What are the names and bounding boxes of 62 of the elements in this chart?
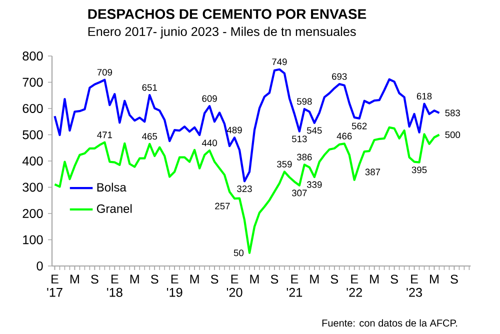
annotation: 359	[277, 160, 292, 168]
x-tick-label: M	[70, 274, 79, 284]
x-tick-label: E '19	[166, 274, 182, 297]
source-note: Fuente: con datos de la AFCP.	[322, 319, 458, 327]
annotation: 339	[306, 181, 322, 188]
x-tick-label: M	[310, 274, 319, 284]
annotation: 387	[365, 168, 380, 176]
annotation: 709	[97, 69, 112, 76]
legend-label: Granel	[97, 204, 132, 213]
x-tick-label: E '20	[226, 274, 242, 297]
annotation: 466	[336, 132, 352, 140]
x-tick-label: M	[130, 274, 139, 284]
chart-subtitle: Enero 2017- junio 2023 - Miles de tn mensuales	[88, 26, 356, 39]
x-tick-label: M	[250, 274, 259, 284]
x-tick-label: S	[91, 274, 98, 284]
annotation: 609	[202, 95, 217, 102]
x-tick-label: E '22	[346, 274, 362, 297]
y-tick-label: 600	[22, 104, 43, 113]
x-tick-label: M	[190, 274, 199, 284]
x-tick-label: M	[370, 274, 379, 284]
annotation: 395	[412, 166, 427, 174]
x-tick-label: S	[270, 274, 278, 284]
x-tick-label: E '17	[47, 274, 62, 297]
annotation: 598	[297, 98, 312, 105]
annotation: 471	[97, 132, 112, 138]
y-tick-label: 200	[22, 209, 43, 218]
annotation: 562	[352, 122, 367, 130]
annotation: 651	[142, 84, 157, 91]
annotation: 500	[445, 131, 460, 138]
x-tick-label: S	[330, 274, 338, 284]
x-tick-label: S	[390, 274, 398, 284]
annotation: 618	[416, 92, 432, 100]
x-tick-label: S	[150, 274, 158, 284]
x-tick-label: S	[450, 274, 458, 284]
y-tick-label: 0	[36, 262, 43, 270]
x-tick-label: E '23	[406, 274, 422, 297]
y-tick-label: 800	[22, 52, 43, 60]
y-tick-label: 100	[23, 235, 43, 244]
annotation: 465	[142, 133, 158, 140]
annotation: 50	[234, 250, 244, 256]
y-tick-label: 400	[22, 156, 43, 166]
y-tick-label: 500	[22, 130, 43, 140]
annotation: 545	[307, 127, 322, 134]
legend-label: Bolsa	[97, 182, 126, 192]
annotation: 307	[292, 190, 307, 196]
line-series	[54, 68, 440, 182]
annotation: 749	[272, 58, 287, 66]
y-tick-label: 700	[22, 78, 43, 87]
annotation: 440	[202, 140, 217, 146]
annotation: 257	[215, 202, 230, 210]
annotation: 489	[226, 126, 242, 134]
y-tick-label: 300	[22, 182, 43, 192]
x-tick-label: E '21	[286, 274, 302, 297]
chart-title: DESPACHOS DE CEMENTO POR ENVASE	[88, 9, 366, 19]
x-tick-label: S	[210, 274, 218, 284]
x-tick-label: M	[430, 274, 438, 284]
annotation: 386	[296, 154, 312, 160]
x-tick-label: E '18	[107, 274, 122, 297]
annotation: 513	[292, 136, 307, 142]
annotation: 323	[237, 185, 252, 192]
annotation: 693	[332, 73, 347, 80]
annotation: 583	[445, 110, 460, 116]
